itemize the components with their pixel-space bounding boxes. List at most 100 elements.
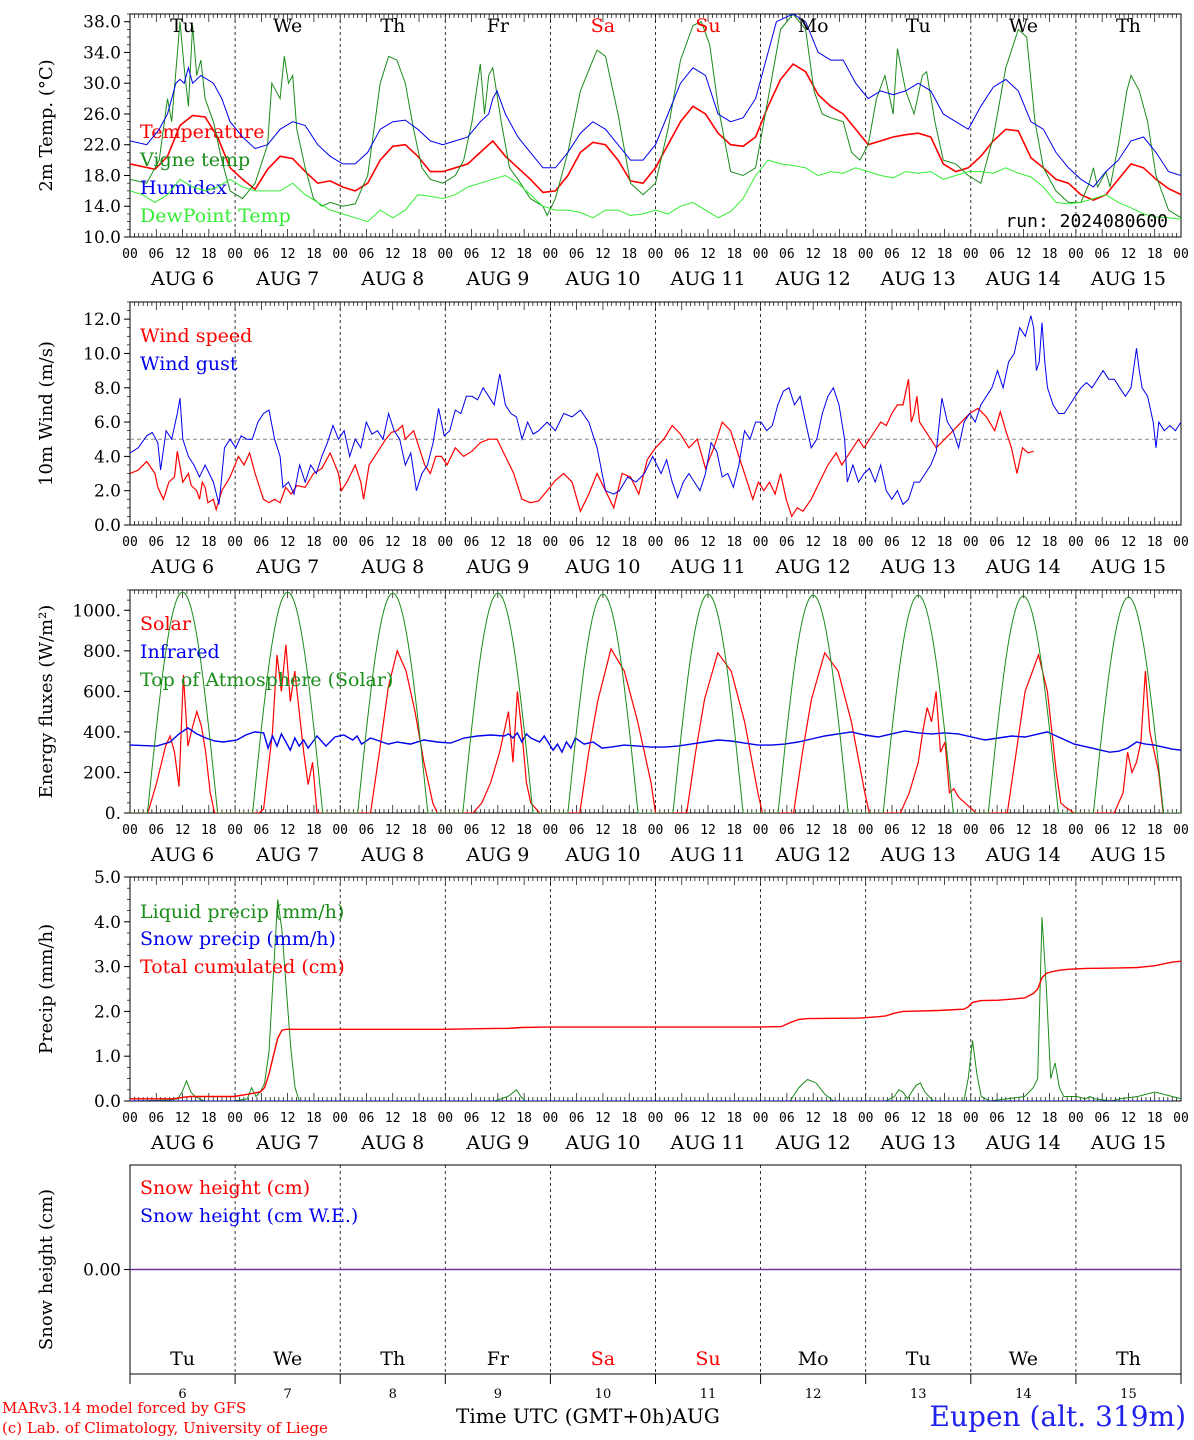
hour-tick-label: 12 [805, 1111, 821, 1126]
hour-tick-label: 18 [937, 823, 953, 838]
hour-tick-label: 18 [516, 823, 532, 838]
date-label: AUG 7 [255, 268, 319, 290]
hour-tick-label: 12 [595, 1111, 611, 1126]
legend-entry: Snow precip (mm/h) [140, 928, 336, 950]
hour-tick-label: 12 [595, 823, 611, 838]
hour-tick-label: 06 [464, 1111, 480, 1126]
hour-tick-label: 06 [674, 1111, 690, 1126]
panel-3: 00 06 12 18 00 06 12 18 00 06 12 18 00 06 12 18 00 06 12 18… [36, 589, 1189, 866]
hour-tick-label: 06 [359, 1111, 375, 1126]
date-label: AUG 14 [985, 556, 1061, 578]
hour-tick-label: 00 [1173, 823, 1189, 838]
date-label: AUG 9 [465, 1132, 529, 1154]
hour-tick-label: 00 [1068, 823, 1084, 838]
panel-2: 00 06 12 18 00 06 12 18 00 06 12 18 00 06 12 18 00 06 12 18… [36, 301, 1189, 578]
hour-tick-label: 06 [148, 247, 164, 262]
hour-tick-label: 12 [490, 823, 506, 838]
y-axis-label: Snow height (cm) [36, 1189, 57, 1350]
legend-entry: Snow height (cm W.E.) [140, 1205, 358, 1227]
hour-tick-label: 00 [227, 247, 243, 262]
hour-tick-label: 12 [595, 535, 611, 550]
hour-tick-label: 06 [148, 823, 164, 838]
y-axis-label: Precip (mm/h) [36, 924, 57, 1054]
legend-entry: Wind gust [140, 353, 238, 375]
hour-tick-label: 12 [910, 535, 926, 550]
hour-tick-label: 12 [385, 535, 401, 550]
hour-tick-label: 12 [805, 247, 821, 262]
hour-tick-label: 18 [411, 535, 427, 550]
day-number: 8 [389, 1387, 397, 1402]
hour-tick-label: 06 [989, 823, 1005, 838]
hour-tick-label: 18 [306, 247, 322, 262]
y-tick-label: 8.0 [94, 379, 121, 399]
day-number: 9 [494, 1387, 502, 1402]
hour-tick-label: 06 [254, 535, 270, 550]
hour-tick-label: 18 [832, 823, 848, 838]
series-line [130, 591, 1181, 813]
hour-tick-label: 00 [1068, 247, 1084, 262]
hour-tick-label: 00 [1173, 535, 1189, 550]
hour-tick-label: 18 [306, 535, 322, 550]
hour-tick-label: 06 [674, 535, 690, 550]
hour-tick-label: 18 [726, 1111, 742, 1126]
weekday-label-top: We [273, 15, 302, 37]
hour-tick-label: 18 [621, 823, 637, 838]
hour-tick-label: 12 [175, 535, 191, 550]
hour-tick-label: 00 [437, 823, 453, 838]
date-label: AUG 9 [465, 268, 529, 290]
legend-entry: DewPoint Temp [140, 205, 291, 227]
hour-tick-label: 06 [1094, 1111, 1110, 1126]
date-label: AUG 8 [360, 268, 424, 290]
hour-tick-label: 12 [805, 823, 821, 838]
hour-tick-label: 18 [726, 247, 742, 262]
hour-tick-label: 12 [700, 823, 716, 838]
y-tick-label: 14.0 [83, 197, 121, 217]
hour-tick-label: 00 [122, 247, 138, 262]
date-label: AUG 11 [669, 1132, 745, 1154]
hour-tick-label: 06 [359, 535, 375, 550]
y-tick-label: 400. [83, 723, 121, 743]
date-label: AUG 9 [465, 844, 529, 866]
hour-tick-label: 18 [306, 1111, 322, 1126]
hour-tick-label: 18 [1042, 247, 1058, 262]
hour-tick-label: 00 [1068, 1111, 1084, 1126]
weekday-label-top: Mo [798, 15, 829, 37]
hour-tick-label: 06 [779, 247, 795, 262]
weekday-label-top: Fr [487, 15, 510, 37]
day-number: 15 [1120, 1387, 1137, 1402]
hour-tick-label: 18 [411, 823, 427, 838]
hour-tick-label: 00 [227, 1111, 243, 1126]
hour-tick-label: 12 [700, 1111, 716, 1126]
y-tick-label: 10.0 [83, 344, 121, 364]
y-axis-label: Energy fluxes (W/m²) [36, 605, 57, 799]
hour-tick-label: 12 [1121, 1111, 1137, 1126]
weekday-label-top: Su [695, 15, 720, 37]
y-tick-label: 3.0 [94, 958, 121, 978]
hour-tick-label: 00 [1068, 535, 1084, 550]
hour-tick-label: 18 [832, 247, 848, 262]
hour-tick-label: 06 [1094, 535, 1110, 550]
legend-entry: Infrared [140, 641, 220, 663]
hour-tick-label: 06 [359, 247, 375, 262]
date-label: AUG 6 [150, 268, 214, 290]
weekday-label-bottom: Su [695, 1348, 720, 1370]
y-tick-label: 0.0 [94, 1092, 121, 1112]
hour-tick-label: 18 [726, 535, 742, 550]
hour-tick-label: 18 [726, 823, 742, 838]
hour-tick-label: 12 [280, 535, 296, 550]
y-axis-label: 10m Wind (m/s) [36, 341, 57, 486]
hour-tick-label: 06 [569, 1111, 585, 1126]
hour-tick-label: 06 [464, 535, 480, 550]
date-label: AUG 13 [880, 268, 956, 290]
hour-tick-label: 00 [543, 247, 559, 262]
weekday-label-bottom: Th [380, 1348, 405, 1370]
weekday-label-top: Tu [906, 15, 931, 37]
hour-tick-label: 06 [359, 823, 375, 838]
hour-tick-label: 00 [122, 823, 138, 838]
hour-tick-label: 00 [1173, 1111, 1189, 1126]
date-label: AUG 14 [985, 1132, 1061, 1154]
hour-tick-label: 18 [516, 535, 532, 550]
series-line [130, 14, 1181, 219]
hour-tick-label: 06 [674, 823, 690, 838]
date-label: AUG 12 [775, 268, 851, 290]
